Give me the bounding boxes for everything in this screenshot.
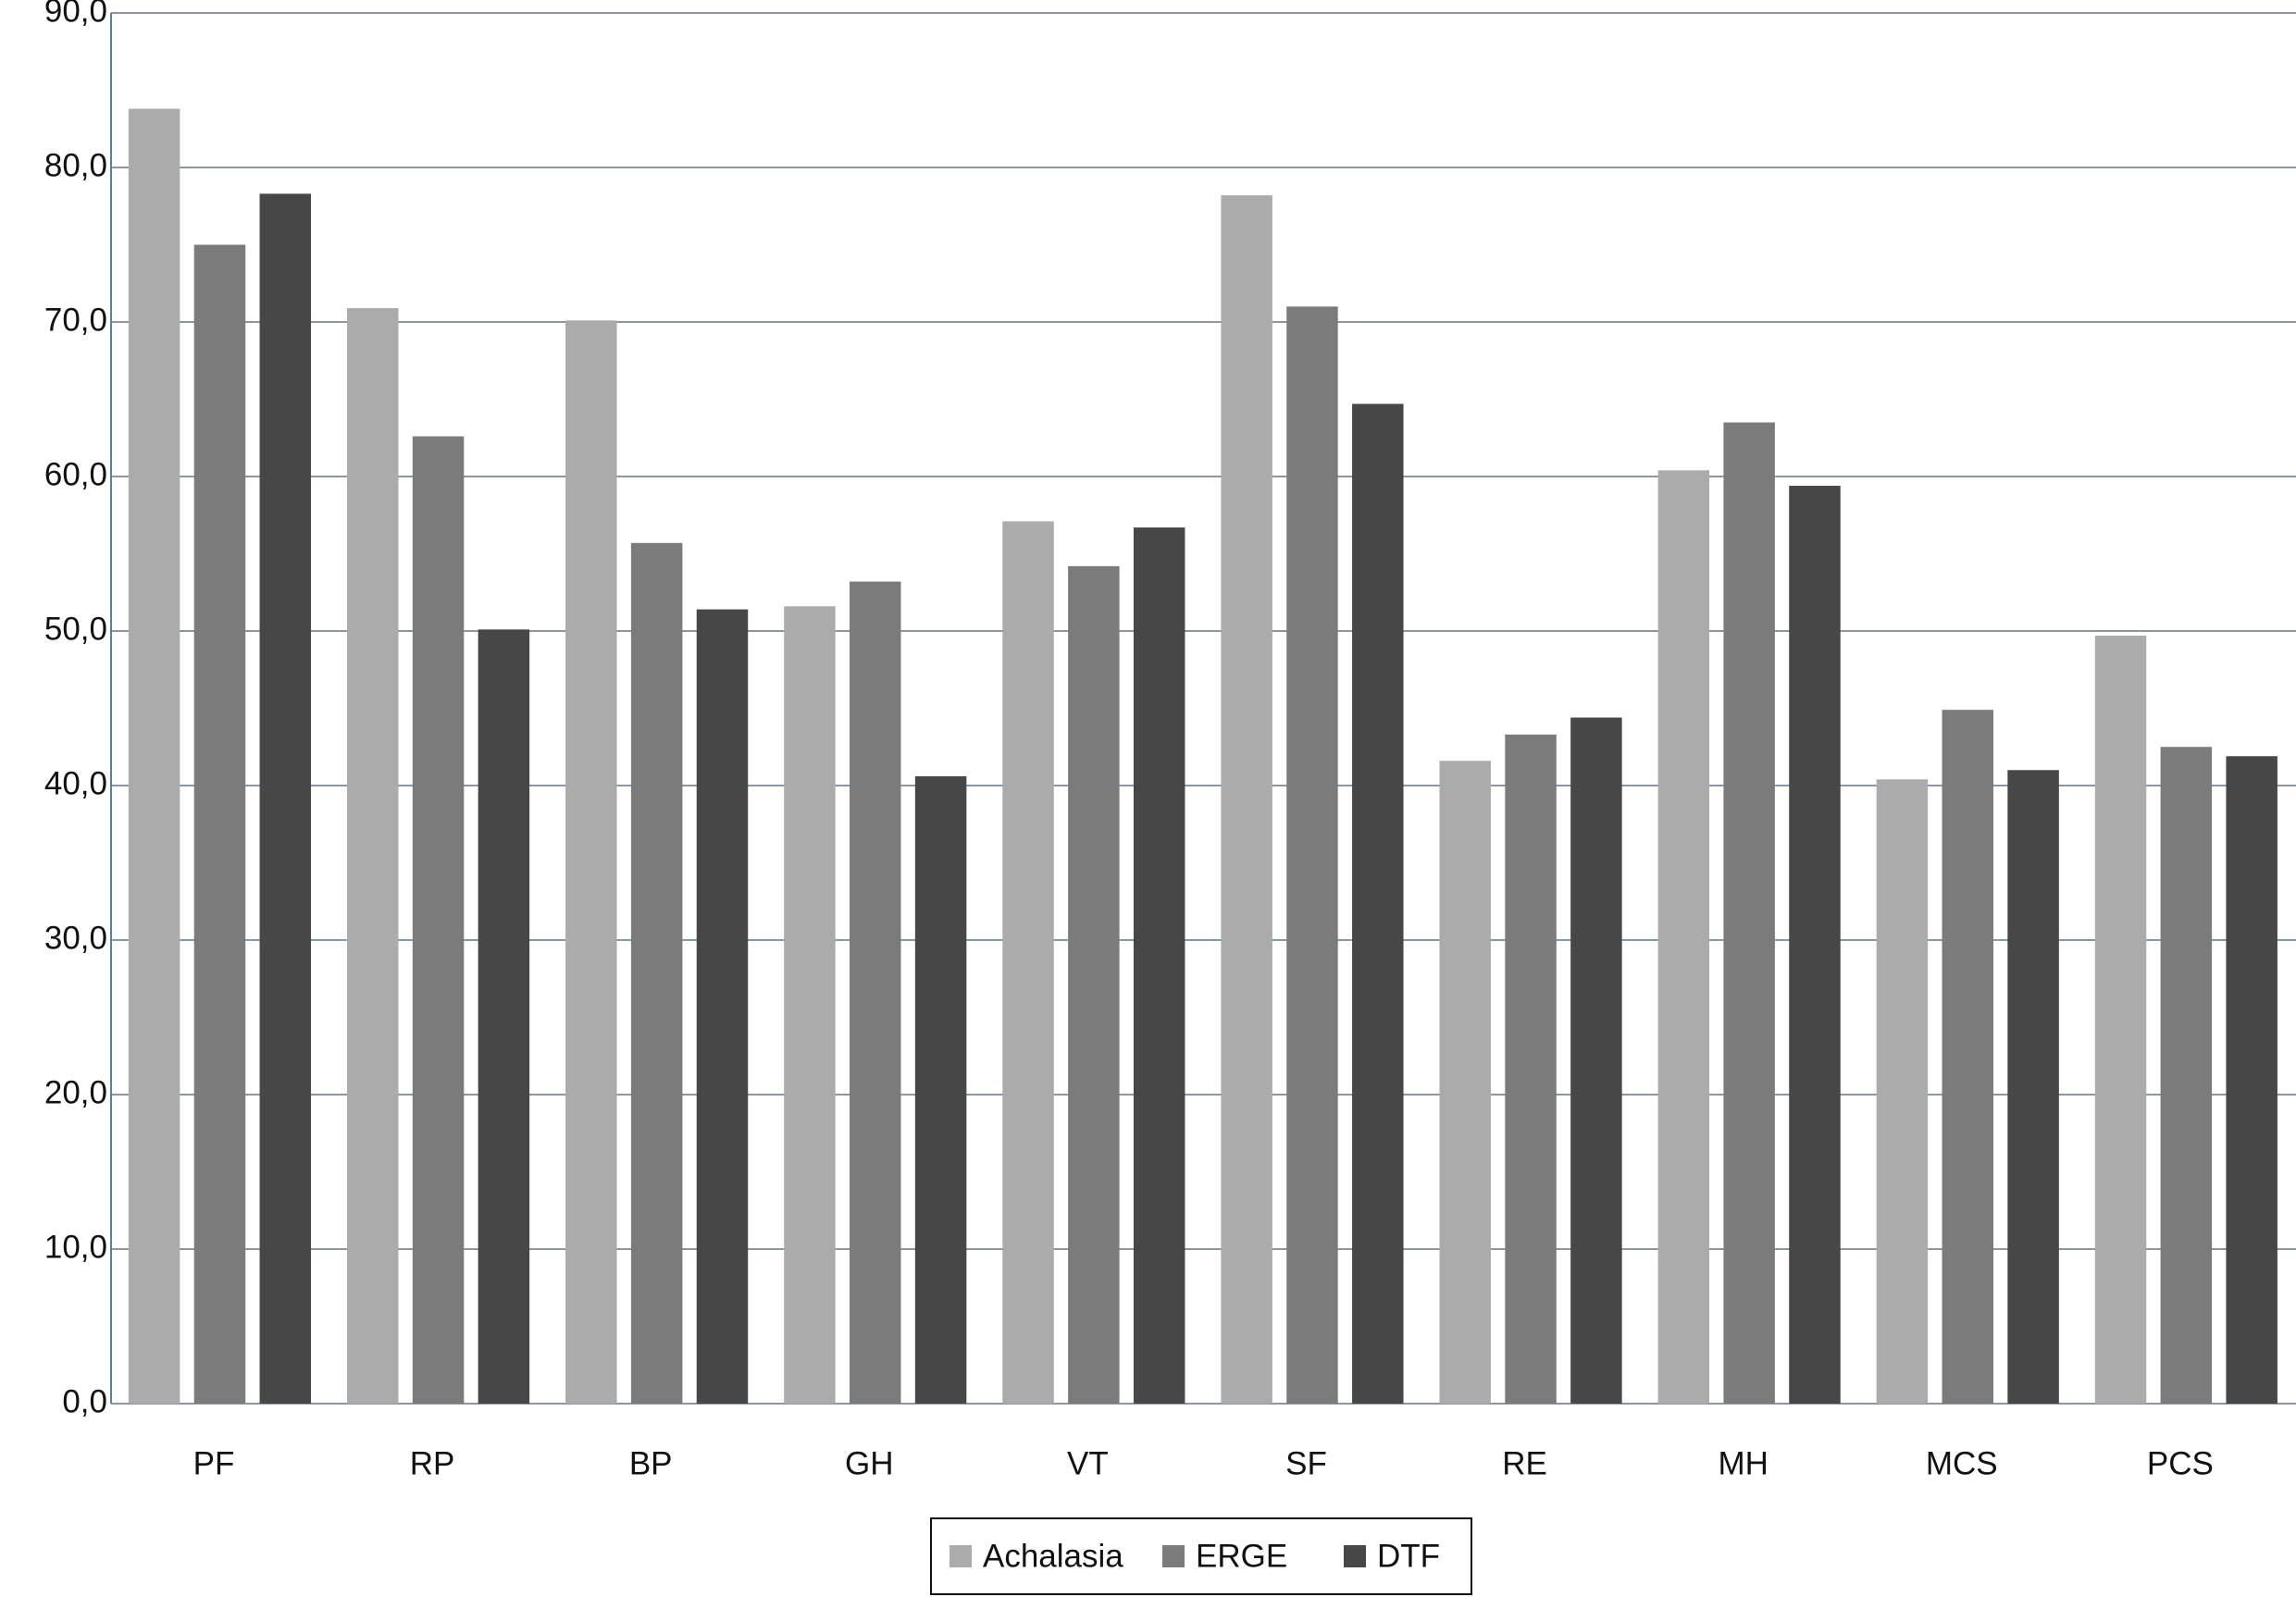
bar: [128, 108, 180, 1404]
y-tick-label: 80,0: [44, 147, 107, 183]
bar: [1221, 195, 1272, 1404]
y-tick-label: 90,0: [44, 0, 107, 29]
bar: [2007, 770, 2059, 1404]
bar: [1439, 761, 1491, 1404]
bar: [1570, 717, 1622, 1404]
bar: [193, 244, 246, 1404]
bar: [1657, 470, 1710, 1404]
bar: [1286, 306, 1338, 1404]
bar: [1723, 422, 1775, 1404]
bar: [914, 775, 967, 1404]
y-tick-label: 50,0: [44, 611, 107, 647]
bar: [2094, 636, 2147, 1404]
y-tick-label: 0,0: [62, 1383, 107, 1419]
x-tick-label: BP: [629, 1445, 673, 1481]
bar: [1352, 403, 1404, 1404]
legend-label: DTF: [1377, 1538, 1440, 1574]
x-tick-label: MH: [1718, 1445, 1768, 1481]
x-tick-label: GH: [845, 1445, 894, 1481]
y-tick-label: 40,0: [44, 765, 107, 801]
x-tick-label: MCS: [1926, 1445, 1998, 1481]
x-tick-label: RP: [410, 1445, 455, 1481]
y-tick-label: 10,0: [44, 1229, 107, 1265]
y-tick-label: 30,0: [44, 920, 107, 956]
bar: [1002, 521, 1054, 1404]
x-tick-label: PF: [193, 1445, 235, 1481]
y-tick-label: 20,0: [44, 1074, 107, 1110]
bar: [2160, 747, 2213, 1404]
legend-box: [930, 1517, 1472, 1595]
bar: [850, 581, 901, 1404]
bar: [1068, 565, 1120, 1404]
y-tick-label: 60,0: [44, 456, 107, 492]
bar: [565, 320, 617, 1405]
bar: [478, 629, 530, 1404]
bar: [696, 609, 749, 1404]
bar: [630, 542, 683, 1404]
bar: [2226, 756, 2277, 1404]
x-tick-label: RE: [1502, 1445, 1547, 1481]
bar: [1133, 527, 1185, 1404]
bar: [259, 193, 312, 1404]
x-tick-label: SF: [1285, 1445, 1327, 1481]
y-tick-label: 70,0: [44, 302, 107, 338]
legend-swatch: [949, 1545, 972, 1567]
bar: [1876, 779, 1929, 1404]
bar: [1789, 486, 1841, 1404]
bar: [412, 436, 465, 1405]
legend-label: ERGE: [1196, 1538, 1287, 1574]
legend-swatch: [1344, 1545, 1366, 1567]
x-tick-label: PCS: [2147, 1445, 2214, 1481]
legend-label: Achalasia: [983, 1538, 1123, 1574]
bar: [346, 307, 399, 1405]
bar: [784, 606, 836, 1404]
x-tick-label: VT: [1067, 1445, 1109, 1481]
legend-swatch: [1162, 1545, 1185, 1567]
bar: [1942, 710, 1994, 1404]
bar: [1505, 734, 1557, 1404]
